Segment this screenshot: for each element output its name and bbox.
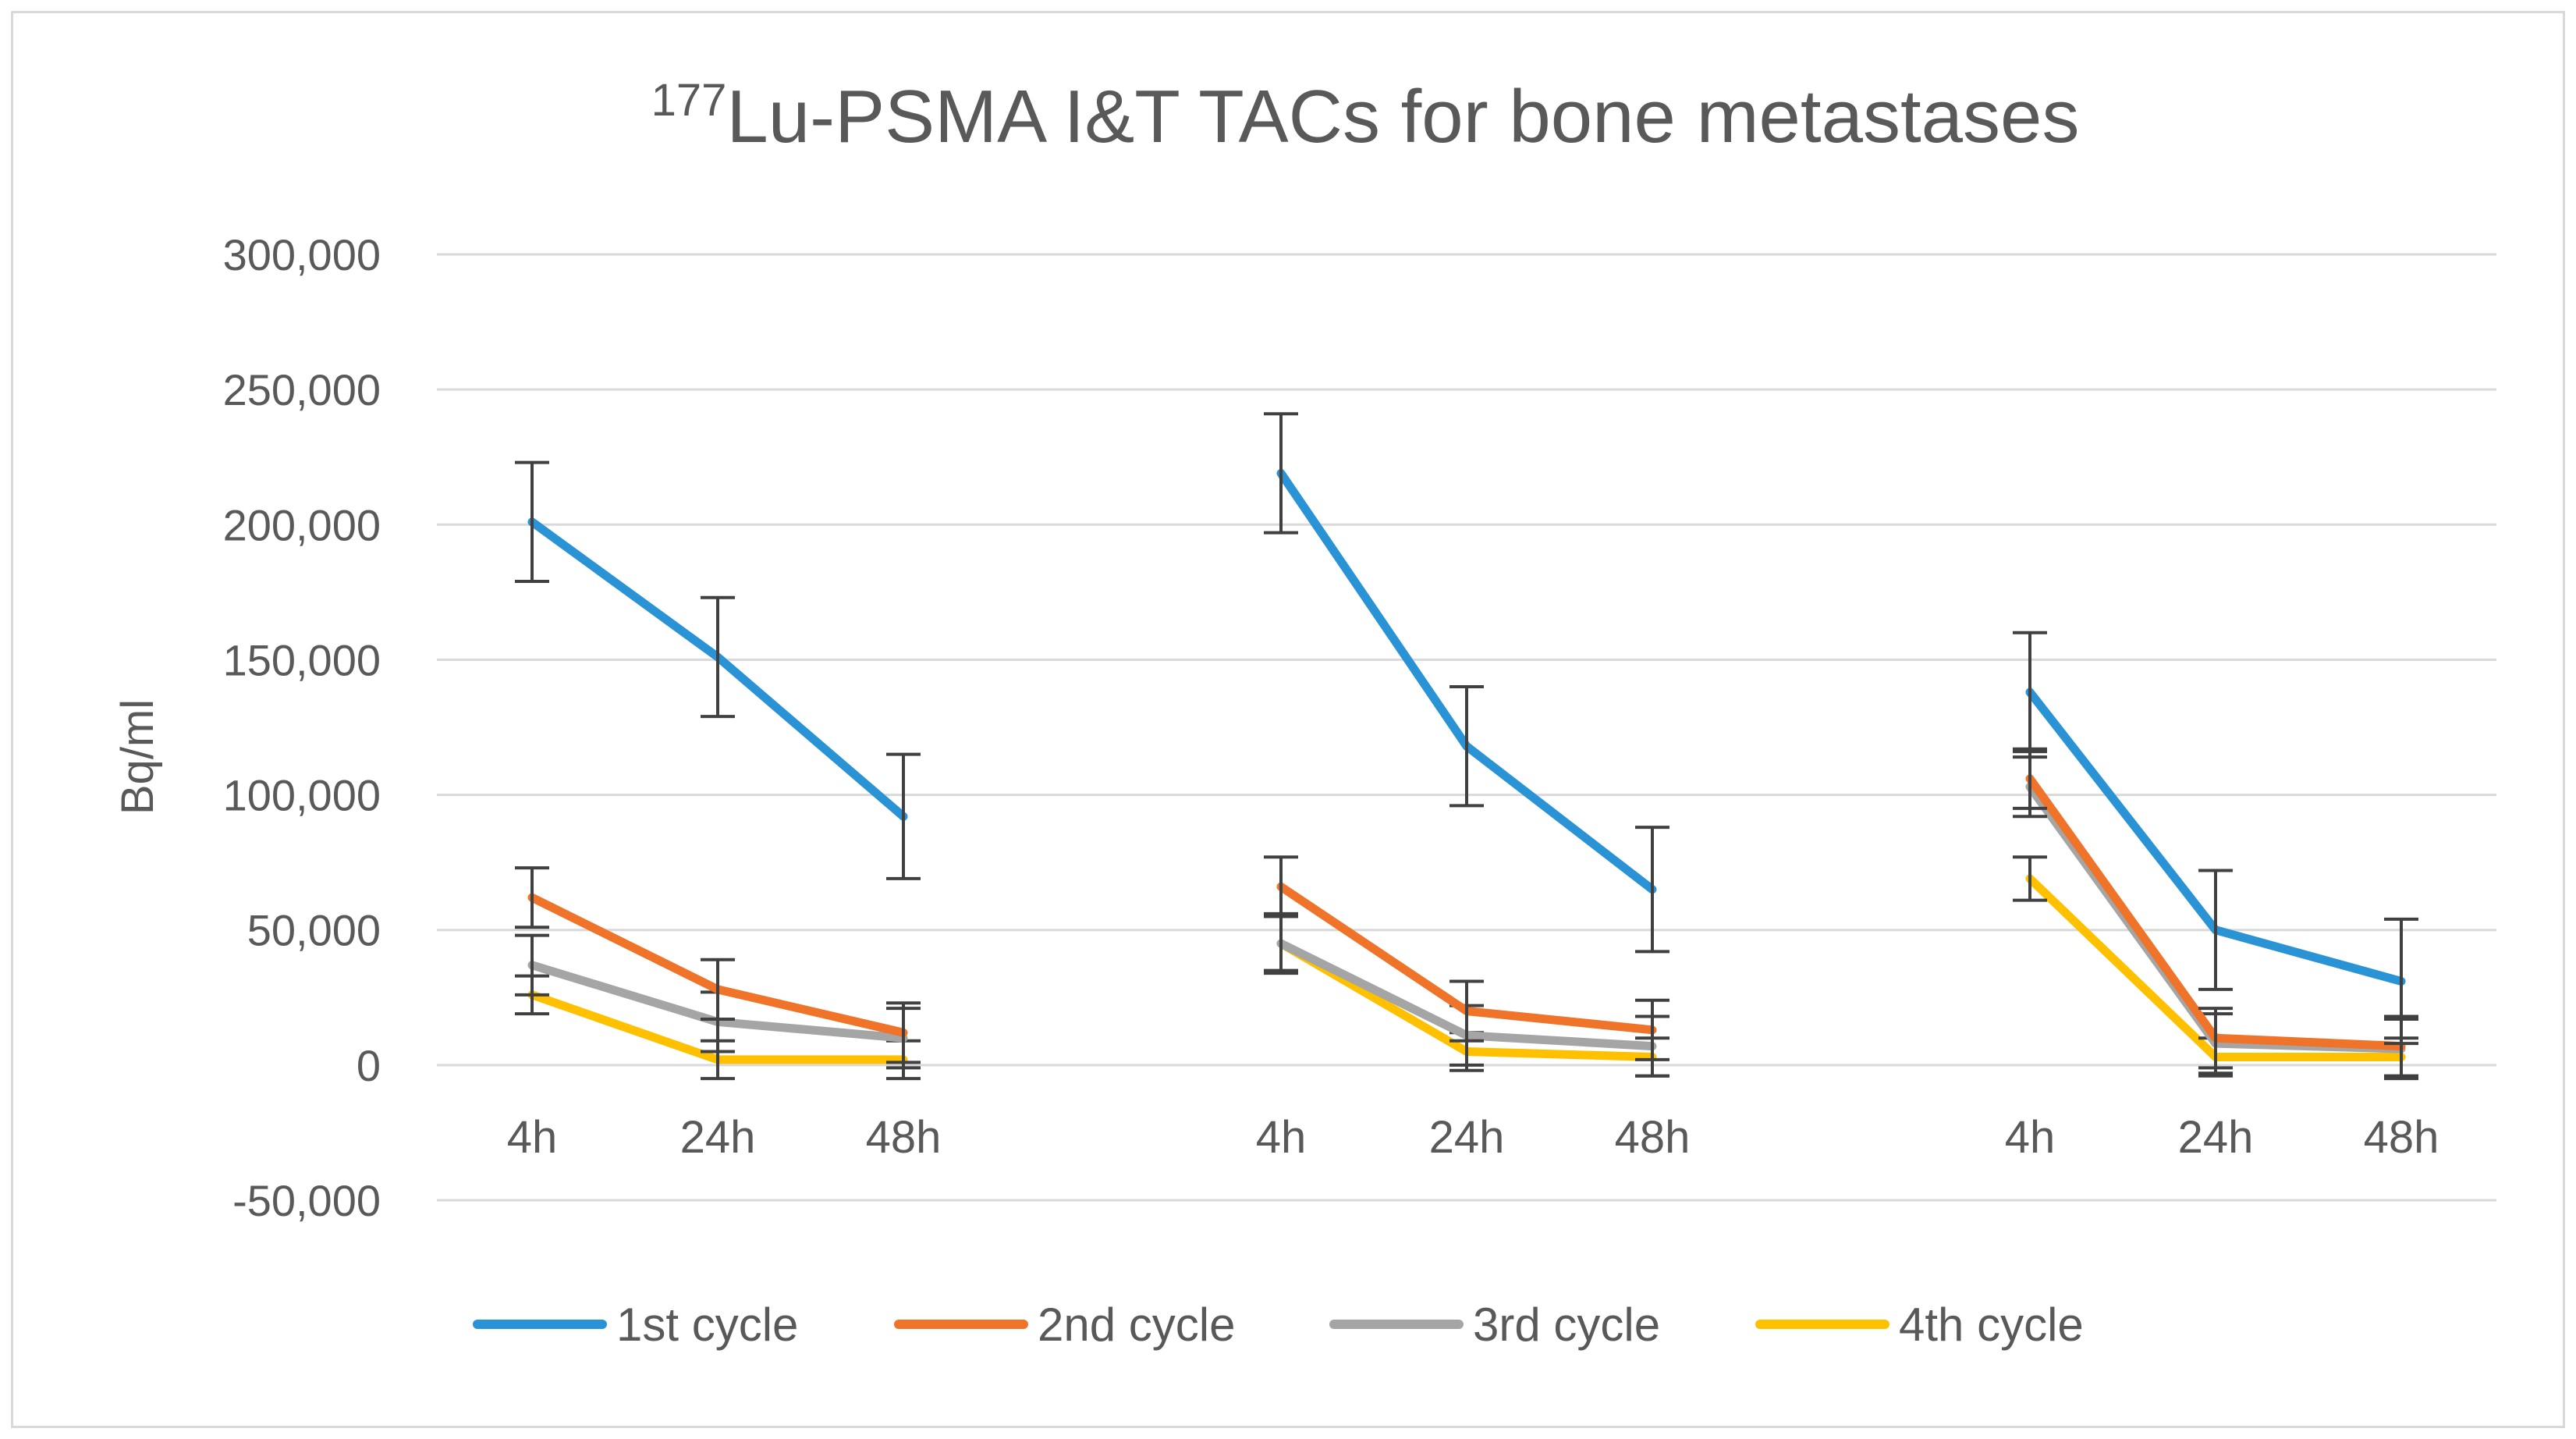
error-bar — [2198, 1007, 2233, 1070]
error-bar — [701, 958, 735, 1021]
y-tick-label: -50,000 — [232, 1176, 381, 1225]
error-bar — [1449, 979, 1484, 1043]
error-bar — [515, 460, 549, 584]
error-bar — [2013, 855, 2047, 902]
x-axis-ticks: 4h 24h 48h 4h 24h 48h 4h 24h 48h — [507, 1112, 2439, 1163]
x-tick-label: 4h — [1256, 1112, 1307, 1163]
legend-label: 1st cycle — [616, 1299, 798, 1351]
y-tick-label: 50,000 — [247, 906, 381, 955]
chart-title: 177Lu-PSMA I&T TACs for bone metastases — [651, 75, 2080, 158]
error-bar — [1264, 412, 1298, 535]
y-tick-label: 100,000 — [223, 771, 381, 820]
error-bar — [886, 1001, 921, 1064]
y-tick-label: 200,000 — [223, 500, 381, 549]
error-bar — [1264, 911, 1298, 975]
x-tick-label: 24h — [1429, 1112, 1505, 1163]
y-tick-label: 300,000 — [223, 230, 381, 279]
chart-title-superscript: 177 — [651, 75, 727, 126]
error-bar — [2384, 917, 2418, 1046]
error-bar — [515, 866, 549, 929]
legend-item: 1st cycle — [473, 1299, 798, 1351]
legend-item: 3rd cycle — [1329, 1299, 1660, 1351]
error-bar — [2198, 869, 2233, 991]
legend-item: 4th cycle — [1755, 1299, 2084, 1351]
error-bar — [1635, 998, 1669, 1061]
x-tick-label: 48h — [1615, 1112, 1691, 1163]
error-bar — [515, 933, 549, 997]
chart-title-main: Lu-PSMA I&T TACs for bone metastases — [726, 75, 2079, 158]
legend-label: 2nd cycle — [1038, 1299, 1235, 1351]
error-bar — [2013, 631, 2047, 754]
error-bar — [886, 752, 921, 880]
x-tick-label: 48h — [2364, 1112, 2439, 1163]
error-bar — [1264, 855, 1298, 918]
error-bar — [701, 595, 735, 719]
legend-item: 2nd cycle — [894, 1299, 1235, 1351]
series-layer — [515, 412, 2418, 1081]
y-tick-label: 250,000 — [223, 365, 381, 414]
x-tick-label: 24h — [680, 1112, 756, 1163]
y-axis-ticks: -50,000 0 50,000 100,000 150,000 200,000 250,0… — [223, 230, 381, 1225]
chart-frame — [11, 11, 2565, 1428]
y-tick-label: 0 — [357, 1041, 381, 1090]
series-line — [1276, 468, 1657, 894]
x-tick-label: 4h — [2005, 1112, 2056, 1163]
grid-layer — [437, 253, 2496, 1202]
y-tick-label: 150,000 — [223, 635, 381, 684]
legend-label: 3rd cycle — [1473, 1299, 1660, 1351]
error-bar — [1635, 826, 1669, 954]
x-tick-label: 48h — [866, 1112, 942, 1163]
error-bar — [1449, 685, 1484, 808]
x-tick-label: 24h — [2178, 1112, 2254, 1163]
legend: 1st cycle 2nd cycle 3rd cycle 4th cycle — [473, 1299, 2084, 1351]
series-1 — [515, 412, 2418, 1046]
legend-label: 4th cycle — [1899, 1299, 2084, 1351]
x-tick-label: 4h — [507, 1112, 558, 1163]
y-axis-label: Bq/ml — [112, 699, 163, 815]
